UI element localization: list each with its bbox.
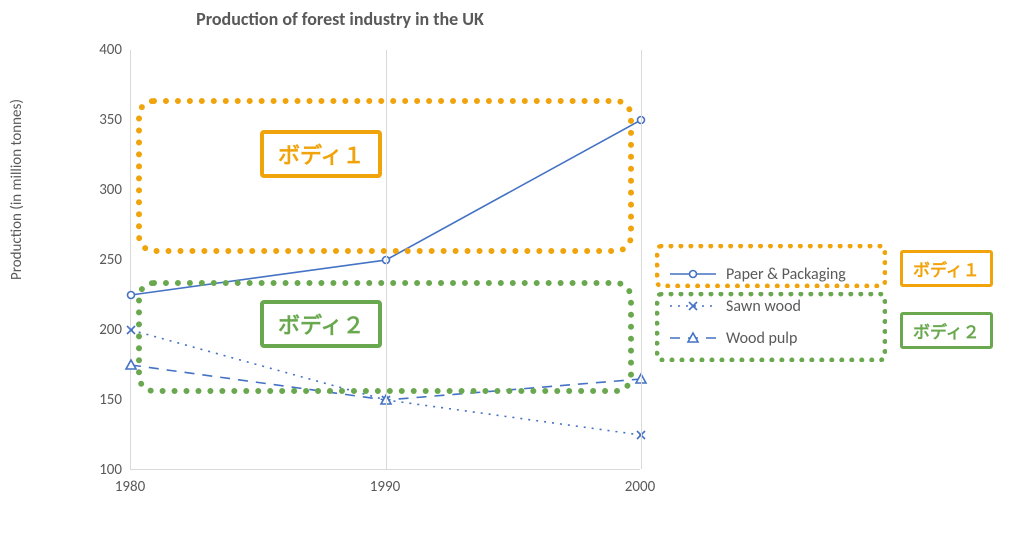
y-tick: 150 <box>80 391 122 409</box>
y-tick: 300 <box>80 181 122 199</box>
body2-label: ボディ２ <box>260 300 382 348</box>
series-marker <box>127 326 135 334</box>
chart-container: Production of forest industry in the UK … <box>0 0 1024 550</box>
legend-body2-tag: ボディ２ <box>900 312 993 349</box>
y-tick: 350 <box>80 111 122 129</box>
y-tick: 200 <box>80 321 122 339</box>
body2-region <box>136 280 634 394</box>
body1-region <box>136 98 634 254</box>
y-axis-label: Production (in million tonnes) <box>8 99 26 280</box>
legend-body1-region <box>655 244 887 288</box>
v-gridline <box>641 50 642 469</box>
legend-body1-tag: ボディ１ <box>900 250 993 287</box>
x-tick: 1990 <box>370 478 400 496</box>
x-tick: 2000 <box>625 478 655 496</box>
chart-title: Production of forest industry in the UK <box>0 8 680 30</box>
x-tick: 1980 <box>115 478 145 496</box>
legend-body2-region <box>655 292 887 362</box>
body1-label: ボディ１ <box>260 130 382 178</box>
y-tick: 250 <box>80 251 122 269</box>
y-tick: 100 <box>80 461 122 479</box>
y-tick: 400 <box>80 41 122 59</box>
series-marker <box>126 360 136 369</box>
series-marker <box>128 292 135 299</box>
